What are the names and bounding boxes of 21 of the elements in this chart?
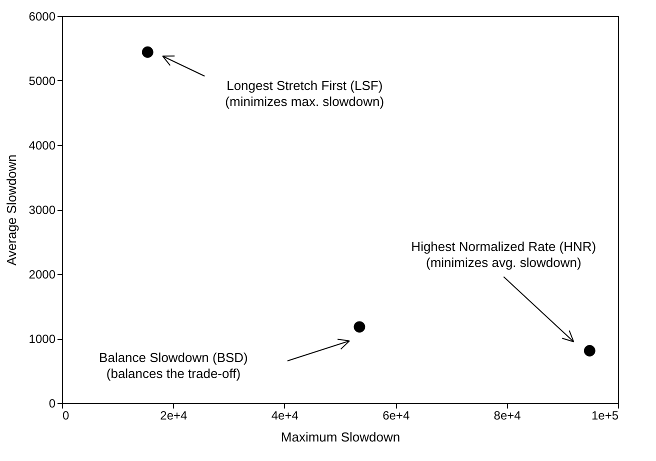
point: [142, 46, 154, 58]
y-tick-label: 2000: [28, 268, 56, 282]
y-tick-label: 5000: [28, 74, 56, 88]
x-axis-title: Maximum Slowdown: [280, 430, 400, 444]
y-tick-label: 0: [48, 396, 56, 410]
y-tick-label: 4000: [28, 138, 56, 152]
x-tick-label: 6e+4: [382, 408, 410, 422]
x-tick-label: 8e+4: [494, 408, 522, 422]
annotation: Highest Normalized Rate (HNR) (minimizes avg. slowdown): [411, 238, 596, 270]
y-tick-label: 1000: [28, 332, 56, 346]
y-axis-title: Average Slowdown: [4, 154, 19, 266]
y-tick-label: 6000: [28, 10, 56, 24]
x-tick-label: 4e+4: [271, 408, 299, 422]
annotation: Balance Slowdown (BSD) (balances the trade-off): [99, 350, 248, 381]
x-tick-label: 1e+5: [591, 408, 619, 422]
x-tick-label: 2e+4: [160, 408, 188, 422]
point: [584, 345, 596, 356]
x-tick-label: 0: [62, 408, 70, 422]
annotation: Longest Stretch First (LSF) (minimizes max. slowdown): [225, 78, 384, 110]
y-tick-label: 3000: [28, 203, 56, 217]
point: [354, 321, 366, 333]
